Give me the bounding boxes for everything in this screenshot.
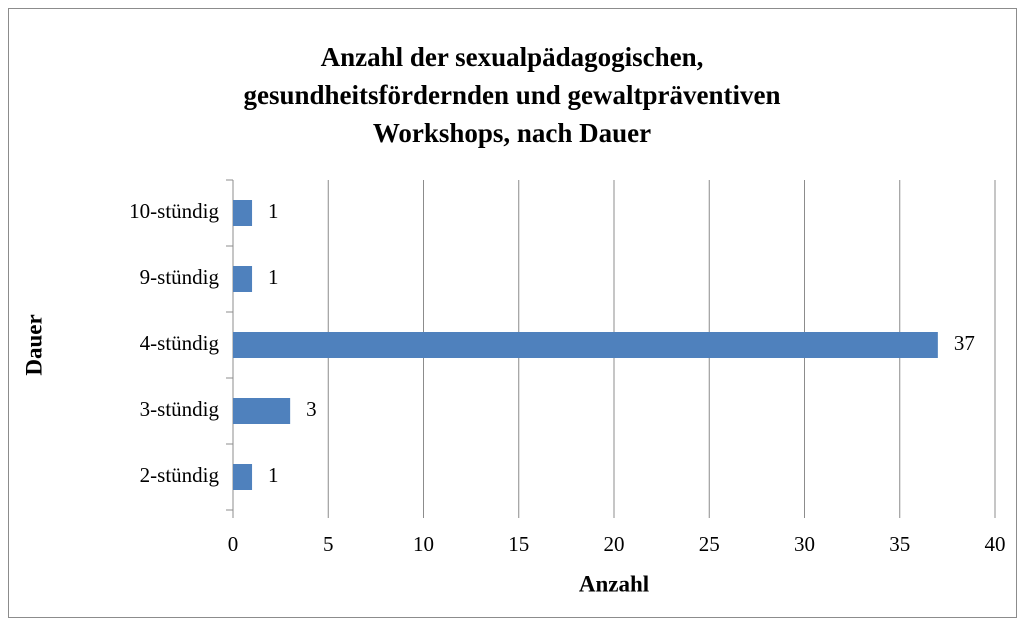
data-label: 1	[268, 265, 279, 289]
x-tick-label: 30	[794, 532, 815, 556]
x-axis-title: Anzahl	[579, 571, 649, 596]
data-label: 1	[268, 199, 279, 223]
chart-title: Anzahl der sexualpädagogischen,	[321, 42, 704, 72]
x-tick-label: 20	[604, 532, 625, 556]
x-tick-label: 35	[889, 532, 910, 556]
y-tick-label: 2-stündig	[140, 463, 220, 487]
y-tick-label: 3-stündig	[140, 397, 220, 421]
x-tick-label: 0	[228, 532, 239, 556]
y-tick-label: 9-stündig	[140, 265, 220, 289]
x-tick-label: 15	[508, 532, 529, 556]
bar	[233, 200, 253, 226]
y-tick-label: 10-stündig	[129, 199, 219, 223]
data-label: 37	[954, 331, 975, 355]
x-tick-label: 40	[985, 532, 1006, 556]
chart-title: Workshops, nach Dauer	[373, 118, 651, 148]
y-tick-label: 4-stündig	[140, 331, 220, 355]
data-label: 3	[306, 397, 317, 421]
x-tick-label: 25	[699, 532, 720, 556]
chart-title: gesundheitsfördernden und gewaltpräventi…	[243, 80, 780, 110]
y-axis-title: Dauer	[21, 314, 46, 375]
bar	[233, 332, 938, 358]
chart-border	[8, 8, 1017, 618]
x-tick-label: 10	[413, 532, 434, 556]
x-tick-label: 5	[323, 532, 334, 556]
data-label: 1	[268, 463, 279, 487]
bar	[233, 464, 253, 490]
bar	[233, 266, 253, 292]
bar	[233, 398, 291, 424]
